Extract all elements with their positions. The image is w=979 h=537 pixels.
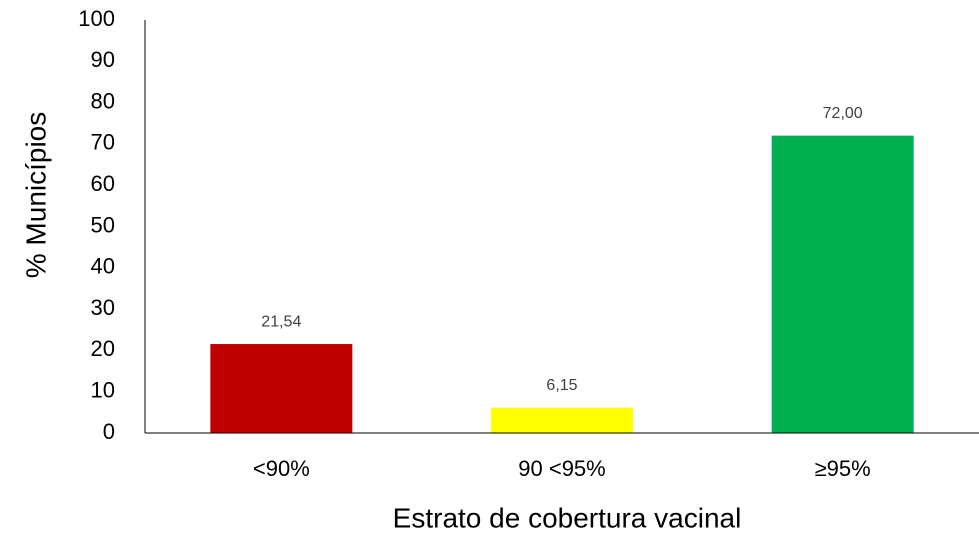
x-axis-title: Estrato de cobertura vacinal — [393, 502, 742, 533]
y-tick-label: 100 — [78, 6, 115, 31]
y-tick-label: 0 — [103, 419, 115, 444]
x-tick-label: ≥95% — [815, 456, 871, 481]
y-tick-label: 60 — [91, 171, 115, 196]
bar — [491, 407, 633, 433]
y-tick-label: 70 — [91, 130, 115, 155]
bar — [210, 344, 353, 433]
x-tick-label: 90 <95% — [518, 456, 605, 481]
bar — [771, 135, 914, 433]
data-label: 21,54 — [261, 313, 301, 330]
data-label: 72,00 — [823, 105, 863, 122]
y-tick-label: 80 — [91, 88, 115, 113]
data-label: 6,15 — [546, 377, 577, 394]
y-tick-label: 10 — [91, 378, 115, 403]
y-tick-label: 50 — [91, 212, 115, 237]
x-tick-label: <90% — [253, 456, 310, 481]
y-tick-label: 20 — [91, 336, 115, 361]
y-tick-label: 90 — [91, 47, 115, 72]
y-tick-label: 40 — [91, 254, 115, 279]
y-tick-label: 30 — [91, 295, 115, 320]
y-axis-title: % Municípios — [20, 112, 51, 279]
